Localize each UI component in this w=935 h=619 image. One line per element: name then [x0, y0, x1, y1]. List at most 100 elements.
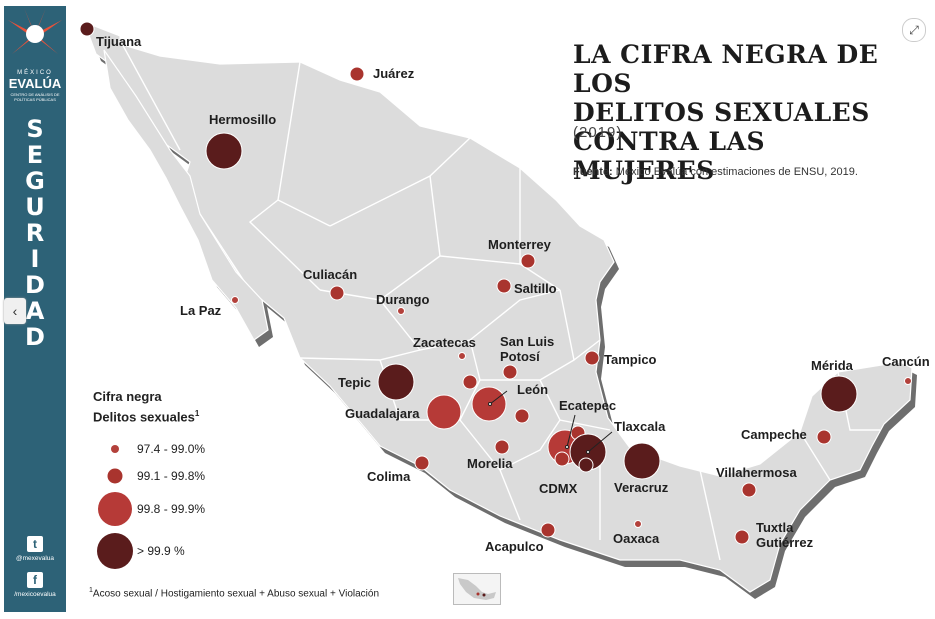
marker-acapulco [540, 522, 556, 538]
legend-title-sup: 1 [194, 409, 200, 418]
marker-tuxtla [734, 529, 750, 545]
city-label: Culiacán [303, 267, 358, 282]
facebook-icon[interactable]: f [27, 572, 43, 588]
city-label: Campeche [741, 427, 807, 442]
year: (2019) [573, 124, 623, 141]
marker-hermosillo [205, 132, 243, 170]
facebook-link[interactable]: f /mexicoevalua [4, 572, 66, 598]
city-label: San Luis Potosí [500, 334, 555, 364]
city-label: Saltillo [514, 281, 557, 296]
footnote: 1Acoso sexual / Hostigamiento sexual + A… [89, 587, 379, 599]
city-label: Tlaxcala [614, 419, 666, 434]
marker-cancun [904, 377, 912, 385]
legend-title-line2: Delitos sexuales [93, 409, 195, 425]
city-label: Villahermosa [716, 465, 797, 480]
footnote-sup: 1 [89, 587, 93, 594]
legend-symbols [97, 445, 133, 569]
expand-button[interactable]: ⤢ [902, 18, 926, 42]
expand-icon[interactable]: ⤢ [909, 23, 919, 37]
twitter-link[interactable]: t @mexevalua [4, 536, 66, 562]
marker-merida [820, 375, 858, 413]
mexico-evalua-logo-icon [8, 8, 62, 54]
section-letter: G [25, 167, 45, 195]
infographic-title: LA CIFRA NEGRA DE LOS DELITOS SEXUALES C… [573, 40, 903, 185]
twitter-icon[interactable]: t [27, 536, 43, 552]
city-label: Hermosillo [209, 112, 277, 127]
city-label: Acapulco [485, 539, 544, 554]
marker-villahermosa [741, 482, 757, 498]
title-line: CONTRA LAS MUJERES [573, 127, 766, 185]
section-letter: R [25, 219, 45, 247]
city-label: Oaxaca [613, 531, 660, 546]
marker-veracruz [623, 442, 661, 480]
marker-saltillo [496, 278, 512, 294]
legend-title: Cifra negra Delitos sexuales1 [93, 388, 199, 425]
marker-monterrey [520, 253, 536, 269]
legend-circle-1 [111, 445, 119, 453]
city-label: Ecatepec [559, 398, 617, 413]
city-label: Tijuana [96, 34, 142, 49]
marker-cuernavaca [554, 451, 570, 467]
legend-label: > 99.9 % [137, 544, 185, 558]
title-line: LA CIFRA NEGRA DE LOS [573, 40, 879, 98]
section-letter: S [26, 115, 44, 143]
city-label: Monterrey [488, 237, 551, 252]
logo-text-subtitle: CENTRO DE ANÁLISIS DE POLÍTICAS PÚBLICAS [10, 92, 60, 102]
state-borders [119, 39, 880, 561]
legend-circle-4 [97, 533, 133, 569]
back-arrow-button[interactable]: ‹ [4, 298, 26, 324]
marker-tampico [584, 350, 600, 366]
legend-label: 99.1 - 99.8% [137, 469, 206, 483]
city-label: Zacatecas [413, 335, 476, 350]
marker-morelia [494, 439, 510, 455]
leader-lines [488, 390, 613, 454]
city-markers [79, 21, 912, 545]
city-label: Morelia [467, 456, 513, 471]
legend-title-line1: Cifra negra [93, 389, 162, 404]
minimap-thumbnail[interactable] [453, 573, 501, 605]
logo-text-evalua: EVALÚA [8, 76, 62, 91]
section-letter: D [25, 323, 45, 351]
marker-tijuana [79, 21, 95, 37]
chevron-left-icon[interactable]: ‹ [12, 303, 18, 319]
section-letter: I [30, 245, 40, 273]
marker-la-paz [231, 296, 239, 304]
marker-campeche [816, 429, 832, 445]
marker-aguascalientes [462, 374, 478, 390]
city-label: La Paz [180, 303, 222, 318]
facebook-handle[interactable]: /mexicoevalua [14, 591, 56, 598]
city-label: Tampico [604, 352, 657, 367]
legend-circle-2 [107, 468, 123, 484]
section-letter: A [25, 297, 45, 325]
marker-durango [397, 307, 405, 315]
city-label: Veracruz [614, 480, 669, 495]
title-line: DELITOS SEXUALES [573, 98, 870, 127]
marker-san-luis-potosi [502, 364, 518, 380]
city-label: Durango [376, 292, 430, 307]
twitter-handle[interactable]: @mexevalua [15, 555, 55, 562]
marker-queretaro [514, 408, 530, 424]
marker-puebla [578, 457, 594, 473]
source-text: México Evalúa con estimaciones de ENSU, … [615, 166, 858, 178]
city-label: Cancún [882, 354, 930, 369]
minimap-icon[interactable] [454, 574, 500, 604]
city-label: Tuxtla Gutiérrez [756, 520, 814, 550]
section-letter: U [25, 193, 45, 221]
city-label: Guadalajara [345, 406, 420, 421]
city-label: Mérida [811, 358, 853, 373]
footnote-text: Acoso sexual / Hostigamiento sexual + Ab… [92, 588, 380, 600]
legend-label: 99.8 - 99.9% [137, 502, 206, 516]
city-label: Juárez [373, 66, 415, 81]
marker-tepic [377, 363, 415, 401]
city-label: Tepic [338, 375, 371, 390]
section-letter: D [25, 271, 45, 299]
section-title: S E G U R I D A D [4, 116, 66, 350]
marker-zacatecas [458, 352, 466, 360]
legend-circle-3 [98, 492, 132, 526]
marker-juarez [349, 66, 365, 82]
sidebar: MÉXICO EVALÚA CENTRO DE ANÁLISIS DE POLÍ… [4, 6, 66, 612]
logo-text-mexico: MÉXICO [17, 70, 53, 76]
source-label: Fuente: [573, 166, 613, 178]
marker-oaxaca [634, 520, 642, 528]
